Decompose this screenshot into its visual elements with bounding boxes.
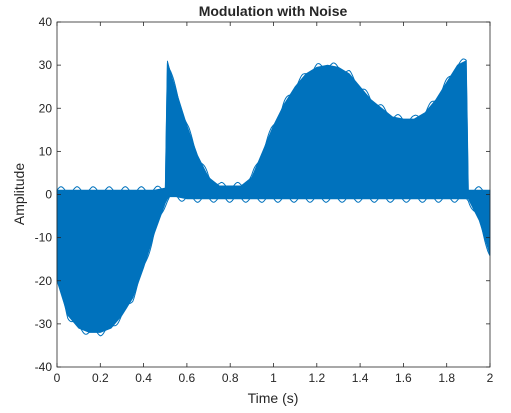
x-axis-ticks: 0 0.2 0.4 0.6 0.8 1 1.2 1.4 1.6 1.8 2: [54, 22, 494, 385]
y-tick-label: -30: [35, 317, 53, 331]
y-axis-ticks: -40 -30 -20 -10 0 10 20 30 40: [35, 15, 490, 374]
x-tick-label: 0.4: [135, 371, 152, 385]
y-tick-label: 0: [45, 188, 52, 202]
signal-edge-upper: [56, 58, 491, 195]
x-tick-label: 0: [54, 371, 61, 385]
y-tick-label: -20: [35, 274, 53, 288]
y-tick-label: 30: [39, 58, 53, 72]
x-tick-label: 1.6: [395, 371, 412, 385]
x-axis-label: Time (s): [248, 390, 299, 406]
x-tick-label: 2: [487, 371, 494, 385]
y-tick-label: -40: [35, 360, 53, 374]
x-tick-label: 1: [270, 371, 277, 385]
y-axis-label: Amplitude: [11, 163, 27, 225]
chart-title: Modulation with Noise: [199, 3, 348, 19]
x-tick-label: 0.8: [222, 371, 239, 385]
signal-edge-lower: [56, 192, 491, 337]
y-tick-label: 20: [39, 101, 53, 115]
y-tick-label: 10: [39, 144, 53, 158]
y-tick-label: 40: [39, 15, 53, 29]
x-tick-label: 1.4: [352, 371, 369, 385]
y-tick-label: -10: [35, 231, 53, 245]
x-tick-label: 0.6: [179, 371, 196, 385]
x-tick-label: 1.8: [438, 371, 455, 385]
x-tick-label: 1.2: [308, 371, 325, 385]
x-tick-label: 0.2: [92, 371, 109, 385]
